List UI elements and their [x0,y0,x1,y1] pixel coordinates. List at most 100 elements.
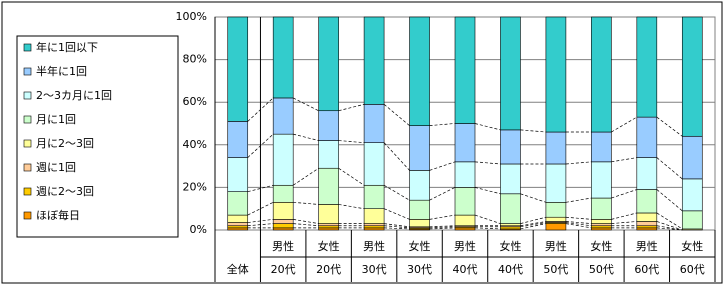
bar-segment [318,204,339,224]
series-line [656,212,683,230]
legend-swatch [23,91,32,100]
series-line [338,204,365,210]
x-tick-label: 30代 [362,263,387,276]
series-line [429,226,456,229]
bar-segment [318,225,339,229]
bar-segment [272,133,294,186]
bar-segment [636,212,658,222]
bar-segment [227,222,249,227]
series-line [293,219,319,224]
bar-segment [363,208,385,224]
bar-segment [227,16,249,122]
series-line [565,216,592,220]
x-tick-label: 60代 [680,263,705,276]
series-line [656,227,683,231]
series-line [565,197,592,203]
y-tick-label: 60% [183,95,207,108]
x-tick-label: 30代 [407,263,432,276]
bar-segment [409,125,430,171]
series-line [611,221,637,224]
series-line [384,223,410,228]
series-line [656,116,683,137]
y-tick-label: 20% [183,180,207,193]
y-tick-label: 0% [190,223,207,236]
bar-segment [272,227,294,231]
series-line [565,221,592,224]
bar-segment [591,225,612,229]
bar-segment [591,223,612,227]
legend-swatch [23,139,32,148]
bar-segment [636,221,658,227]
series-line [565,222,592,227]
bar-segment [681,210,703,230]
x-tick-label: 全体 [227,262,249,276]
x-tick-label: 男性 [636,239,658,253]
legend-label: 年に1回以下 [36,40,98,54]
series-line [383,142,410,171]
bar-segment [500,129,521,165]
x-tick-label: 男性 [454,239,476,253]
bar-segment [227,121,249,158]
bar-segment [636,116,658,158]
y-tick-label: 80% [183,53,207,66]
bar-segment [454,227,476,231]
x-tick-label: 男性 [545,239,567,253]
bar-segment [272,97,294,135]
bar-segment [409,199,430,220]
bar-segment [681,135,703,180]
bar-segment [409,16,430,126]
bar-segment [318,227,339,231]
bar-segment [591,227,612,231]
bar-segment [363,142,385,186]
series-line [656,225,683,231]
series-line [429,227,456,230]
series-line [384,227,410,230]
legend-swatch [23,43,32,52]
bar-segment [227,227,249,231]
bar-segment [318,167,339,205]
series-line [384,225,410,229]
bar-segment [363,104,385,143]
bar-segment [272,16,294,99]
x-tick-label: 男性 [363,239,385,253]
x-tick-label: 50代 [543,263,568,276]
bar-segment [454,16,476,124]
bar-segment [591,219,612,224]
bar-segment [272,219,294,224]
series-line [429,161,456,171]
y-tick-label: 40% [183,138,207,151]
bar-segment [500,193,521,224]
series-line [247,184,274,192]
series-line [383,104,410,126]
bar-segment [545,216,567,222]
bar-segment [545,16,567,133]
bar-segment [454,123,476,163]
series-line [520,221,546,227]
bar-segment [500,223,521,227]
series-line [611,189,637,199]
legend-box [16,35,179,238]
series-line [247,223,274,227]
bar-segment [591,131,612,163]
bar-segment [272,184,294,203]
bar-segment [318,16,339,112]
bar-segment [545,131,567,165]
bar-segment [591,16,612,133]
series-line [292,167,319,186]
bar-segment [454,161,476,188]
bar-segment [591,197,612,220]
bar-segment [636,16,658,118]
series-line [656,189,683,212]
bar-segment [681,16,703,137]
bar-segment [500,16,521,131]
x-tick-label: 男性 [272,239,294,253]
x-tick-label: 50代 [589,263,614,276]
bar-segment [363,227,385,231]
series-line [247,219,274,223]
series-line [656,157,683,180]
series-line [383,208,410,220]
legend-swatch [23,187,32,196]
bar-segment [318,140,339,169]
bar-segment [500,226,521,230]
series-line [247,97,274,122]
